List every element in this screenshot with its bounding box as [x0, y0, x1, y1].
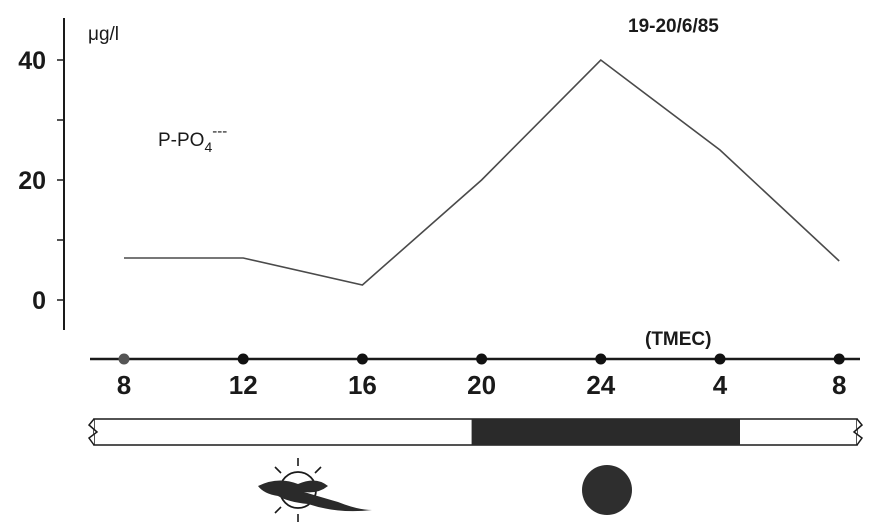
x-tick-label: 20 [467, 370, 496, 400]
series-label-sup: --- [212, 123, 227, 140]
series-label-main: P-PO [158, 130, 204, 151]
x-axis-unit-label: (TMEC) [645, 329, 711, 350]
series-line [124, 58, 840, 286]
y-tick-label: 0 [32, 287, 46, 315]
x-tick-label: 12 [229, 370, 258, 400]
x-tick-label: 8 [832, 370, 846, 400]
x-tick-dot [833, 353, 845, 365]
x-tick-dot [237, 353, 249, 365]
bar-break-left [87, 418, 99, 446]
x-tick-dot [356, 353, 368, 365]
night-segment [471, 419, 740, 445]
moon-icon [582, 465, 632, 515]
x-tick-label: 4 [713, 370, 728, 400]
x-axis-ticks: 8 12 16 20 24 4 8 [117, 353, 846, 400]
bar-break-right [852, 418, 864, 446]
x-tick-label: 24 [586, 370, 615, 400]
x-tick-dot [595, 353, 607, 365]
x-tick-dot [476, 353, 488, 365]
series-label: P-PO4--- [158, 123, 227, 155]
x-tick-label: 8 [117, 370, 131, 400]
x-tick-dot [714, 353, 726, 365]
series-label-sub: 4 [204, 139, 212, 155]
x-tick-label: 16 [348, 370, 377, 400]
y-tick-label: 20 [18, 167, 46, 195]
y-tick-label: 40 [18, 47, 46, 75]
chart-title: 19-20/6/85 [628, 16, 719, 37]
light-dark-bar [87, 418, 864, 446]
x-tick-dot [118, 353, 130, 365]
sun-cloud-icon [258, 458, 372, 522]
y-axis-label: μg/l [88, 24, 119, 45]
y-axis-ticks: 0 20 40 [18, 47, 64, 315]
